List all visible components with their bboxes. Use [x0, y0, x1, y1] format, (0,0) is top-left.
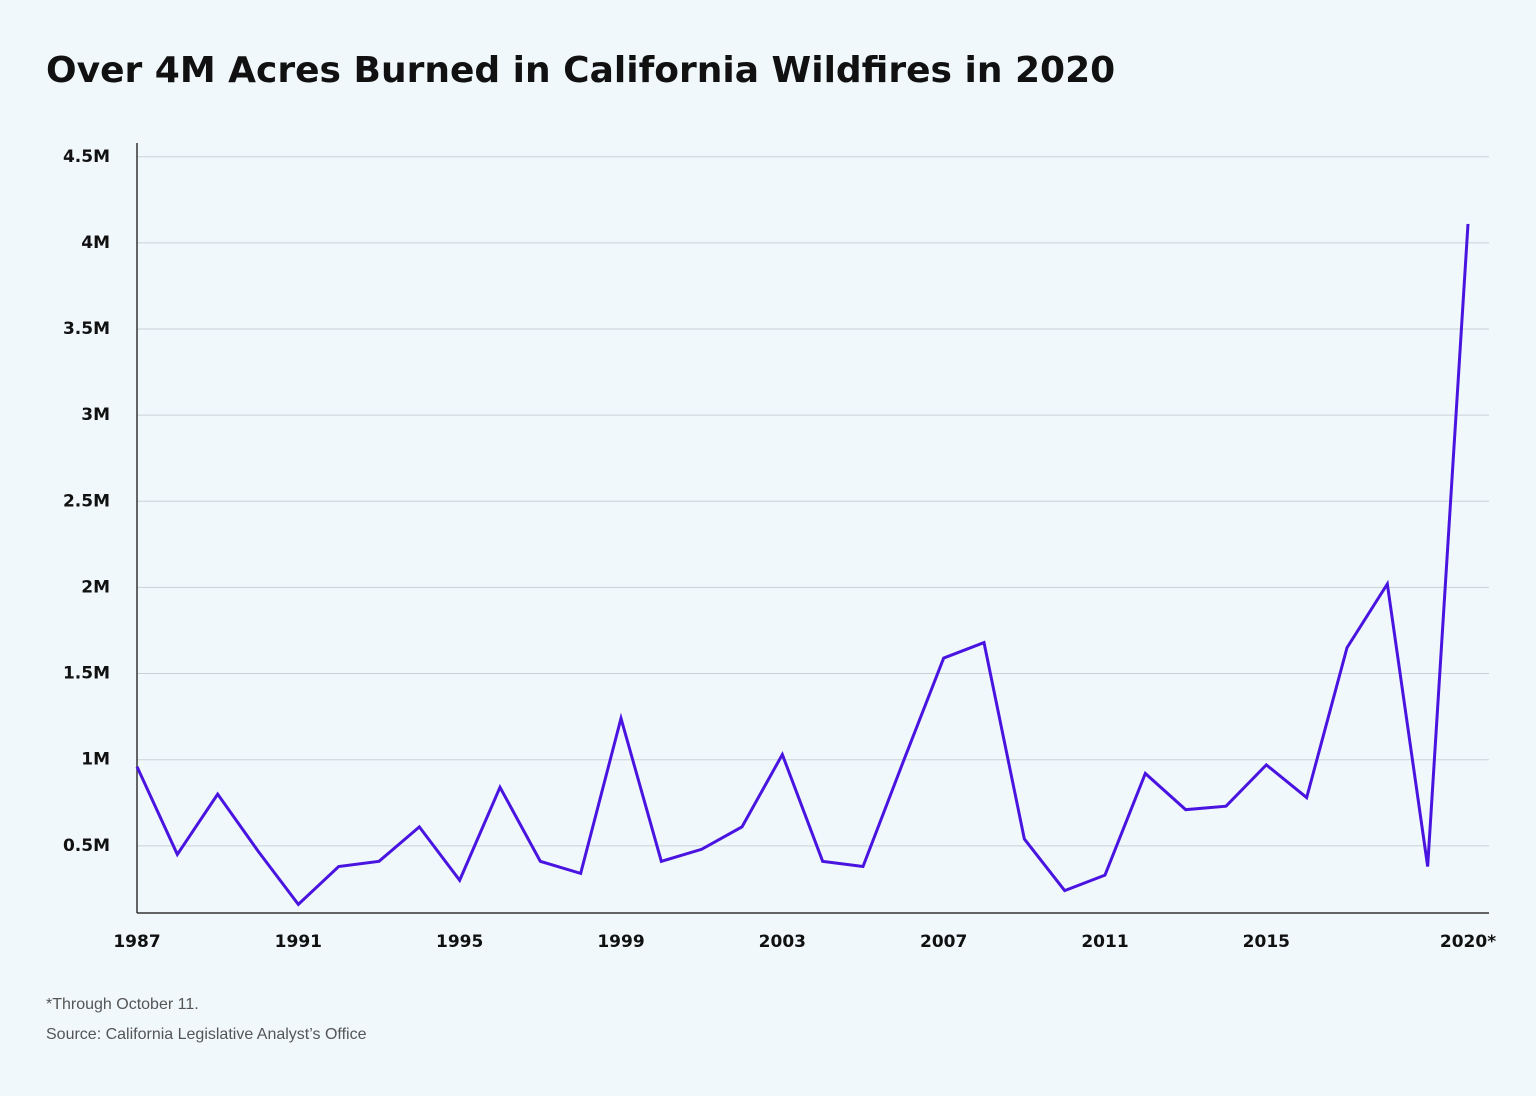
x-tick-label: 1995	[436, 932, 483, 952]
y-tick-label: 4.5M	[63, 147, 110, 167]
x-tick-label: 1999	[597, 932, 644, 952]
y-tick-label: 4M	[81, 233, 110, 253]
footnote: *Through October 11.	[46, 996, 199, 1013]
x-tick-label: 1991	[275, 932, 322, 952]
x-tick-label: 2015	[1243, 932, 1290, 952]
x-tick-label: 2020*	[1440, 932, 1496, 952]
data-line	[135, 223, 1470, 907]
x-tick-label: 2003	[759, 932, 806, 952]
y-tick-label: 3M	[81, 405, 110, 425]
x-tick-label: 2007	[920, 932, 967, 952]
y-tick-label: 2.5M	[63, 491, 110, 511]
y-tick-label: 3.5M	[63, 319, 110, 339]
source: Source: California Legislative Analyst’s…	[46, 1026, 367, 1043]
x-tick-label: 1987	[113, 932, 160, 952]
y-tick-label: 1.5M	[63, 664, 110, 684]
x-tick-label: 2011	[1081, 932, 1128, 952]
y-tick-label: 1M	[81, 750, 110, 770]
chart-title: Over 4M Acres Burned in California Wildf…	[46, 50, 1115, 91]
y-tick-label: 0.5M	[63, 836, 110, 856]
y-tick-label: 2M	[81, 577, 110, 597]
